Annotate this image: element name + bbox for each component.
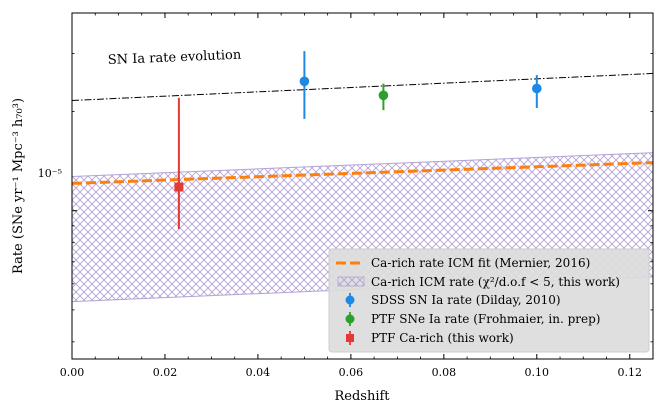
circle-marker xyxy=(532,83,542,94)
legend-band-swatch xyxy=(337,276,365,287)
legend-box xyxy=(328,248,650,353)
x-axis-label: Redshift xyxy=(334,389,390,404)
x-tick-label: 0.04 xyxy=(246,366,271,379)
square-marker xyxy=(174,182,184,192)
sn-ia-rate-evolution-line xyxy=(72,72,653,102)
legend-label-ptf-ca: PTF Ca-rich (this work) xyxy=(371,331,514,345)
x-tick-label: 0.00 xyxy=(60,366,85,379)
legend-sdss-swatch-marker xyxy=(345,295,355,305)
errorbar-point xyxy=(299,51,310,119)
y-major-tick-label: 10⁻⁵ xyxy=(38,167,62,180)
sn-ia-rate-annotation: SN Ia rate evolution xyxy=(108,48,243,68)
data-points xyxy=(174,51,542,230)
errorbar-point xyxy=(532,75,542,108)
circle-marker xyxy=(299,76,310,87)
x-axis-ticks: 0.00 0.02 0.04 0.06 0.08 0.10 0.12 xyxy=(60,13,642,379)
legend-label-ptf-ia: PTF SNe Ia rate (Frohmaier, in. prep) xyxy=(371,312,601,326)
errorbar-point xyxy=(174,97,184,230)
x-tick-label: 0.10 xyxy=(525,366,550,379)
y-axis-ticks xyxy=(72,53,653,343)
errorbar-point xyxy=(378,83,389,111)
legend-ptf-ca-swatch-marker xyxy=(346,334,354,342)
legend-label-band: Ca-rich ICM rate (χ²/d.o.f < 5, this wor… xyxy=(371,275,620,289)
x-tick-label: 0.02 xyxy=(153,366,178,379)
x-tick-label: 0.08 xyxy=(432,366,457,379)
axes-frame xyxy=(71,12,654,360)
icm-fit-line xyxy=(72,161,653,185)
legend: Ca-rich rate ICM fit (Mernier, 2016) Ca-… xyxy=(328,248,650,353)
legend-label-sdss: SDSS SN Ia rate (Dilday, 2010) xyxy=(371,293,561,307)
y-axis-label: Rate (SNe yr⁻¹ Mpc⁻³ h₇₀³) xyxy=(11,98,26,274)
x-tick-label: 0.06 xyxy=(339,366,364,379)
x-tick-label: 0.12 xyxy=(618,366,643,379)
circle-marker xyxy=(378,90,389,101)
legend-ptf-ia-swatch-marker xyxy=(345,314,355,324)
legend-label-fit: Ca-rich rate ICM fit (Mernier, 2016) xyxy=(371,256,590,270)
